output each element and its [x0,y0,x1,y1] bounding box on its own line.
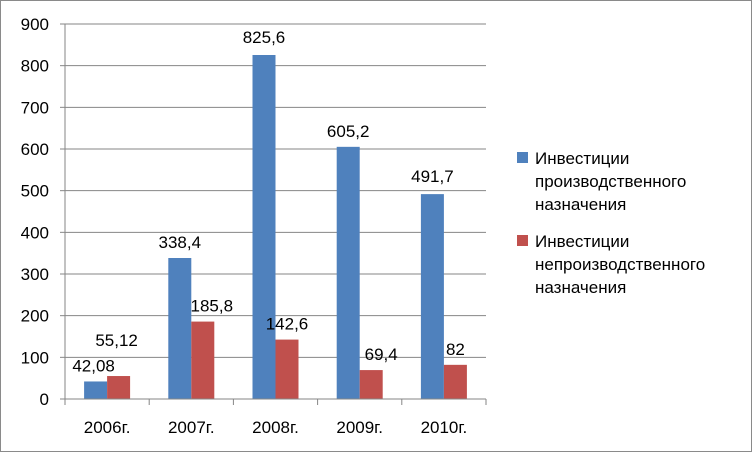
x-tick-label: 2006г. [84,418,131,437]
bar-productive [168,258,192,399]
x-tick-label: 2008г. [252,418,299,437]
y-tick-label: 400 [21,223,49,242]
legend-label-productive: Инвестиции производственного назначения [535,149,687,214]
data-label: 69,4 [365,345,398,364]
bar-productive [420,194,444,399]
bars [84,55,467,399]
data-label: 55,12 [95,331,138,350]
bar-nonproductive [107,376,131,399]
data-labels: 42,08 55,12 338,4 185,8 825,6 142,6 605,2 69,4 4… [72,28,465,375]
y-axis: 0 100 200 300 400 500 600 700 800 900 [21,15,66,409]
y-tick-label: 500 [21,182,49,201]
data-label: 825,6 [243,28,286,47]
data-label: 185,8 [191,297,234,316]
legend-swatch-nonproductive [517,235,528,246]
bar-nonproductive [443,364,467,399]
data-label: 82 [446,340,465,359]
legend: Инвестиции производственного назначения … [517,147,747,313]
data-label: 42,08 [72,356,115,375]
data-label: 491,7 [411,167,454,186]
legend-swatch-productive [517,152,528,163]
data-label: 605,2 [327,122,370,141]
y-tick-label: 100 [21,348,49,367]
legend-item-nonproductive: Инвестиции непроизводственного назначени… [517,230,747,299]
legend-label-nonproductive: Инвестиции непроизводственного назначени… [535,232,706,297]
x-tick-label: 2009г. [336,418,383,437]
data-label: 142,6 [266,315,309,334]
x-tick-label: 2007г. [168,418,215,437]
bar-productive [84,381,108,399]
bar-productive [336,146,360,399]
bar-nonproductive [191,321,215,399]
y-tick-label: 300 [21,265,49,284]
y-tick-label: 800 [21,57,49,76]
y-tick-label: 700 [21,98,49,117]
bar-productive [252,55,276,399]
y-tick-label: 0 [40,390,49,409]
legend-item-productive: Инвестиции производственного назначения [517,147,747,216]
x-axis: 2006г. 2007г. 2008г. 2009г. 2010г. [64,398,487,437]
y-tick-label: 900 [21,15,49,34]
y-tick-label: 600 [21,140,49,159]
bar-nonproductive [359,370,383,399]
y-tick-label: 200 [21,307,49,326]
x-tick-label: 2010г. [421,418,468,437]
bar-nonproductive [275,339,299,399]
data-label: 338,4 [159,233,202,252]
